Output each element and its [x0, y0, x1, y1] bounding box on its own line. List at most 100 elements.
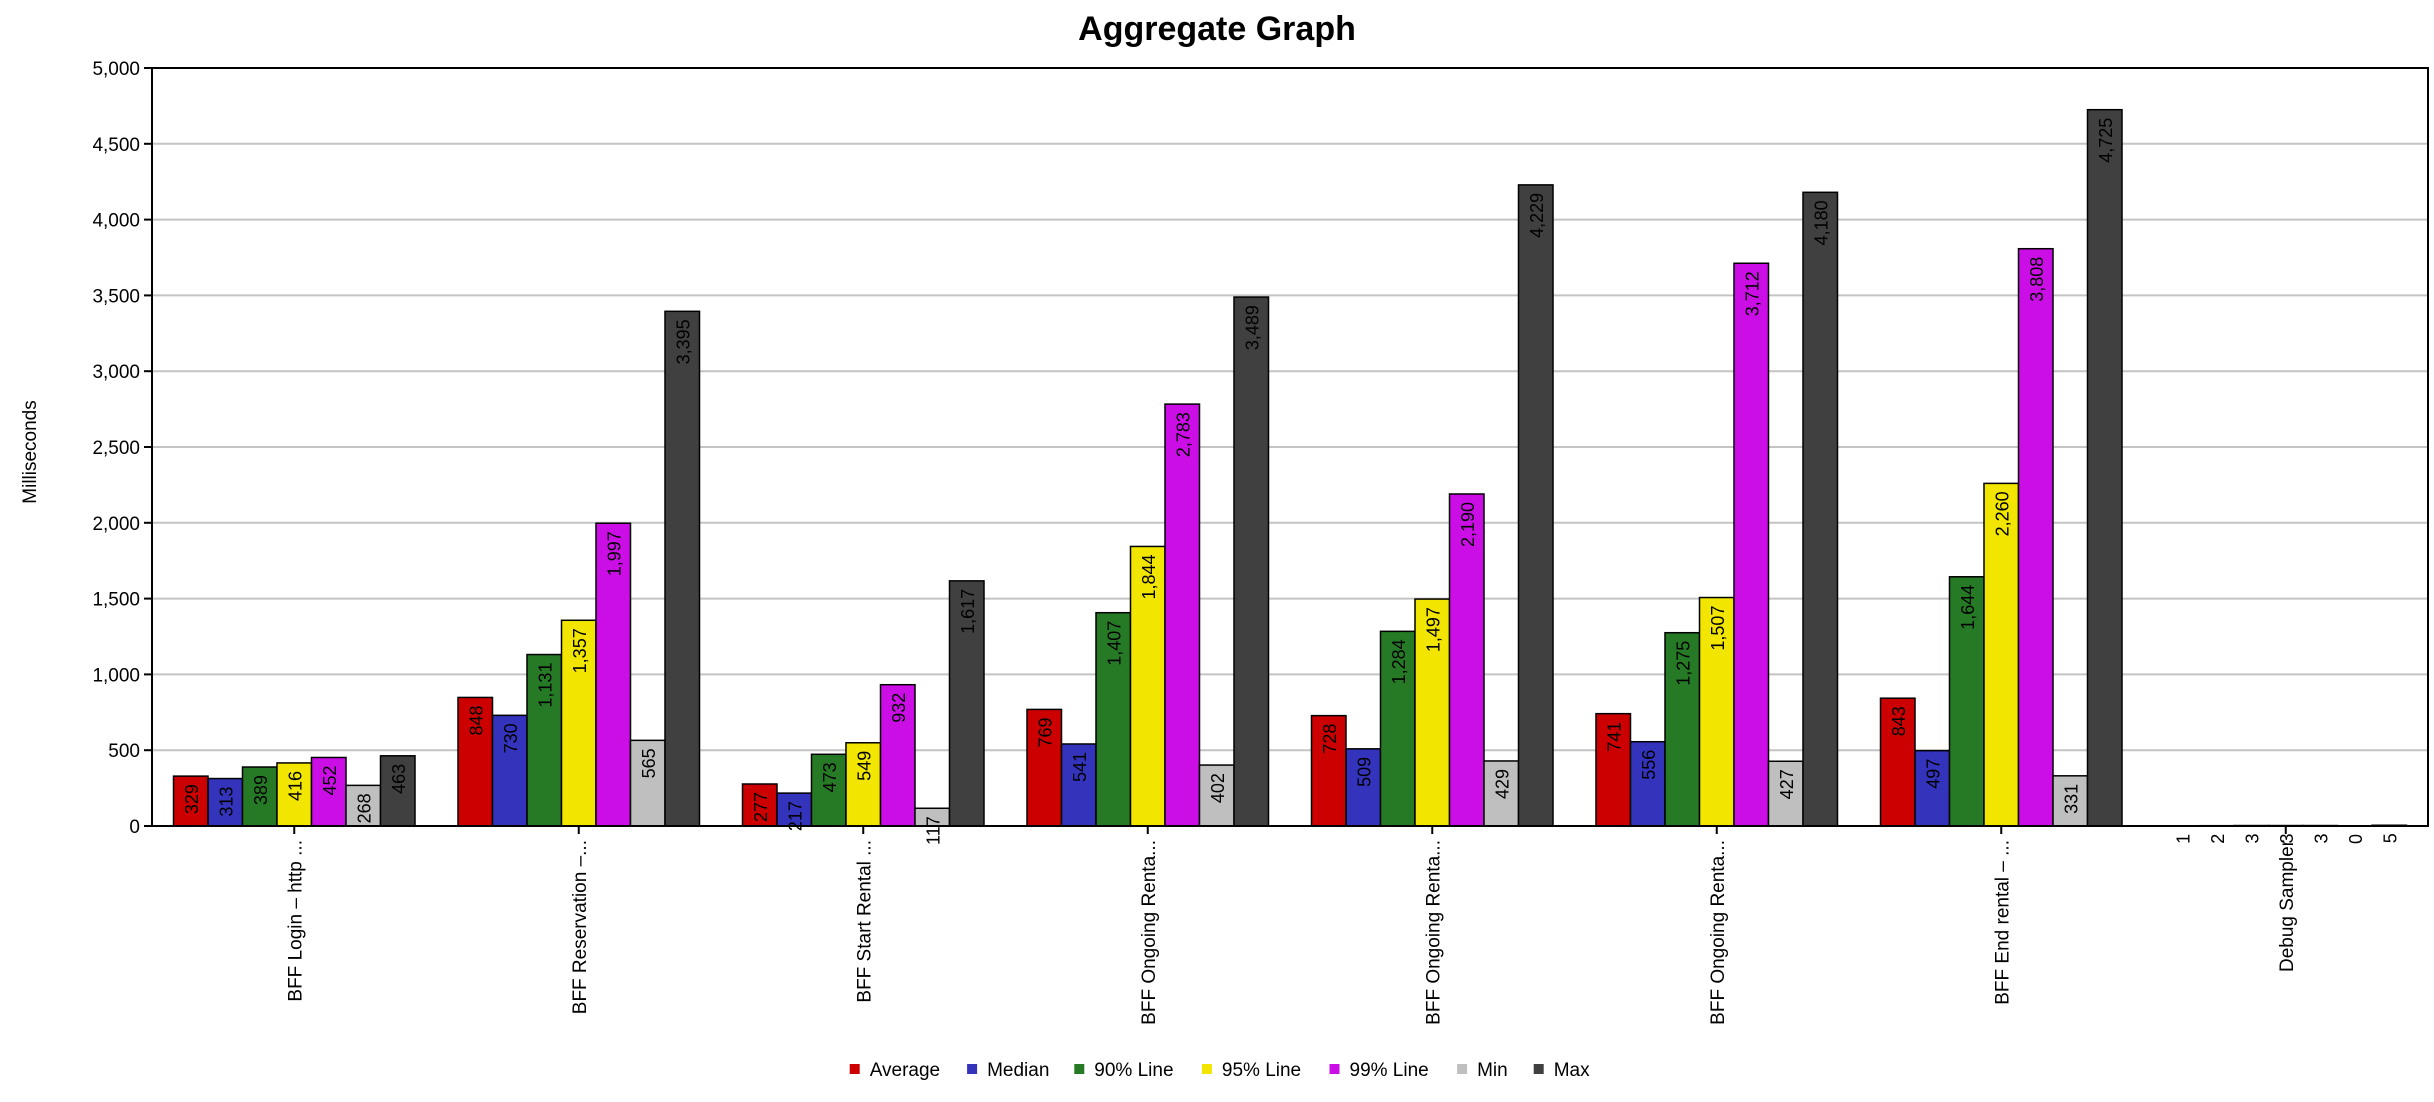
x-tick-label: BFF End rental – ... — [1992, 840, 2013, 1005]
y-tick-label: 0 — [129, 817, 140, 838]
legend-swatch — [1201, 1064, 1212, 1074]
y-tick-label: 1,000 — [92, 665, 140, 686]
x-tick-label: BFF Login – http ... — [285, 840, 306, 1002]
data-label: 1,357 — [570, 628, 590, 673]
data-label: 541 — [1070, 752, 1090, 782]
data-label: 0 — [2346, 834, 2366, 844]
data-label: 1,617 — [958, 589, 978, 634]
bar — [2086, 108, 2123, 827]
grid-lines — [152, 67, 2428, 827]
data-label: 1,284 — [1389, 639, 1409, 684]
y-tick-label: 1,500 — [92, 590, 140, 611]
data-label: 463 — [389, 764, 409, 794]
y-tick-label: 3,500 — [92, 286, 140, 307]
x-tick-label: BFF Start Rental ... — [854, 840, 875, 1003]
data-label: 565 — [639, 748, 659, 778]
x-axis-ticks: BFF Login – http ... BFF Reservation –...… — [285, 826, 2298, 1025]
data-label: 3,808 — [2027, 257, 2047, 302]
bar — [1983, 482, 2020, 827]
data-label: 848 — [466, 705, 486, 735]
data-label: 4,725 — [2096, 118, 2116, 163]
bar — [1802, 191, 1839, 827]
legend-label: Median — [987, 1060, 1049, 1081]
bar — [1664, 631, 1701, 827]
data-label: 277 — [751, 792, 771, 822]
data-label: 2 — [2208, 834, 2228, 844]
x-tick-label: BFF Ongoing Renta... — [1423, 840, 1444, 1025]
bar — [1198, 764, 1235, 827]
data-label: 843 — [1889, 706, 1909, 736]
data-label: 769 — [1035, 717, 1055, 747]
bar — [1948, 576, 1985, 827]
bar — [1060, 743, 1097, 827]
data-label: 402 — [1208, 773, 1228, 803]
bar — [526, 653, 563, 827]
data-label: 3,489 — [1242, 305, 1262, 350]
data-label: 3 — [2277, 834, 2297, 844]
data-label: 1,497 — [1423, 607, 1443, 652]
legend-label: 95% Line — [1222, 1060, 1301, 1081]
data-label: 1,844 — [1139, 554, 1159, 599]
data-label: 3 — [2311, 834, 2331, 844]
x-tick-label: Debug Sampler — [2277, 839, 2298, 972]
data-label: 473 — [820, 762, 840, 792]
data-label: 730 — [501, 723, 521, 753]
data-label: 3 — [2242, 834, 2262, 844]
bar — [741, 783, 778, 827]
data-label: 429 — [1492, 769, 1512, 799]
bar — [1767, 760, 1804, 827]
x-tick-label: BFF Ongoing Renta... — [1139, 840, 1160, 1025]
bar — [879, 683, 916, 827]
bar — [345, 784, 382, 827]
data-label: 389 — [251, 775, 271, 805]
legend-label: Average — [870, 1060, 940, 1081]
bar — [1698, 596, 1735, 827]
bar — [1629, 740, 1666, 827]
data-label: 1,131 — [535, 663, 555, 708]
data-label: 549 — [854, 751, 874, 781]
chart-title: Aggregate Graph — [1078, 10, 1356, 48]
legend-swatch — [1074, 1064, 1085, 1074]
data-label: 4,180 — [1811, 200, 1831, 245]
bar — [595, 522, 632, 827]
data-label: 1,275 — [1673, 641, 1693, 686]
y-axis-label: Milliseconds — [20, 400, 41, 503]
data-labels: 329 313 389 416 4522684638487301,1311,3571,9… — [182, 118, 2401, 845]
y-tick-label: 2,500 — [92, 438, 140, 459]
legend-swatch — [1329, 1064, 1340, 1074]
bar — [1483, 760, 1520, 827]
y-tick-label: 4,500 — [92, 135, 140, 156]
y-axis-ticks: 0 500 1,000 1,500 2,000 2,500 3,000 3,500 4,000 4… — [92, 59, 152, 838]
x-tick-label: BFF Reservation –... — [570, 840, 591, 1014]
bar — [1733, 262, 1770, 827]
plot-area-frame — [151, 67, 2429, 827]
data-label: 117 — [923, 816, 943, 845]
data-label: 427 — [1777, 769, 1797, 799]
data-label: 932 — [889, 693, 909, 723]
data-label: 2,190 — [1458, 502, 1478, 547]
data-label: 452 — [320, 765, 340, 795]
bar — [1448, 493, 1485, 827]
bar — [2017, 247, 2054, 827]
data-label: 329 — [182, 784, 202, 814]
legend-label: 99% Line — [1350, 1060, 1429, 1081]
y-tick-label: 4,000 — [92, 211, 140, 232]
y-tick-label: 3,000 — [92, 362, 140, 383]
legend-label: 90% Line — [1094, 1060, 1173, 1081]
bar — [1233, 296, 1270, 827]
data-label: 3,712 — [1742, 271, 1762, 316]
legend: Average Median 90% Line 95% Line 99% Line Min… — [849, 1060, 1590, 1081]
legend-label: Max — [1554, 1060, 1590, 1081]
data-label: 268 — [354, 793, 374, 823]
data-label: 331 — [2061, 784, 2081, 814]
legend-swatch — [1533, 1064, 1544, 1074]
data-label: 497 — [1923, 759, 1943, 789]
y-tick-label: 5,000 — [92, 59, 140, 80]
bar — [1129, 545, 1166, 827]
data-label: 1 — [2173, 834, 2193, 844]
bars — [172, 108, 2408, 827]
data-label: 3,395 — [673, 319, 693, 364]
data-label: 4,229 — [1527, 193, 1547, 238]
data-label: 1,997 — [604, 531, 624, 576]
legend-swatch — [849, 1064, 860, 1074]
